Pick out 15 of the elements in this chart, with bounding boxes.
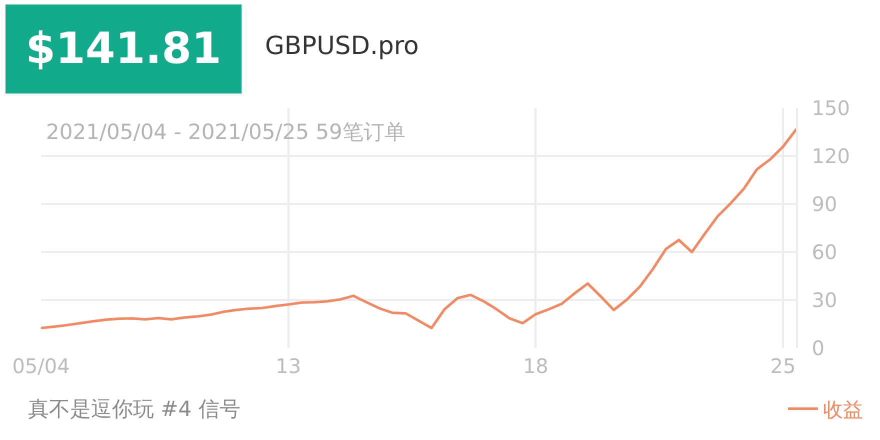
text: 2021/05/04 - 2021/05/25 59笔订单	[46, 120, 406, 144]
text: $141.81	[26, 24, 222, 74]
x-tick-label: 05/04	[12, 354, 70, 378]
x-tick-label: 25	[770, 354, 796, 378]
chart-title: GBPUSD.pro	[265, 30, 419, 60]
y-tick-label: 120	[812, 144, 850, 168]
y-tick-label: 30	[812, 288, 838, 312]
x-tick-label: 13	[276, 354, 302, 378]
y-tick-label: 60	[812, 240, 838, 264]
text: 真不是逗你玩 #4 信号	[28, 397, 240, 421]
legend-label: 收益	[822, 398, 863, 422]
y-tick-label: 150	[812, 96, 850, 120]
x-tick-label: 18	[522, 354, 548, 378]
y-tick-label: 0	[812, 336, 824, 360]
y-tick-label: 90	[812, 192, 838, 216]
